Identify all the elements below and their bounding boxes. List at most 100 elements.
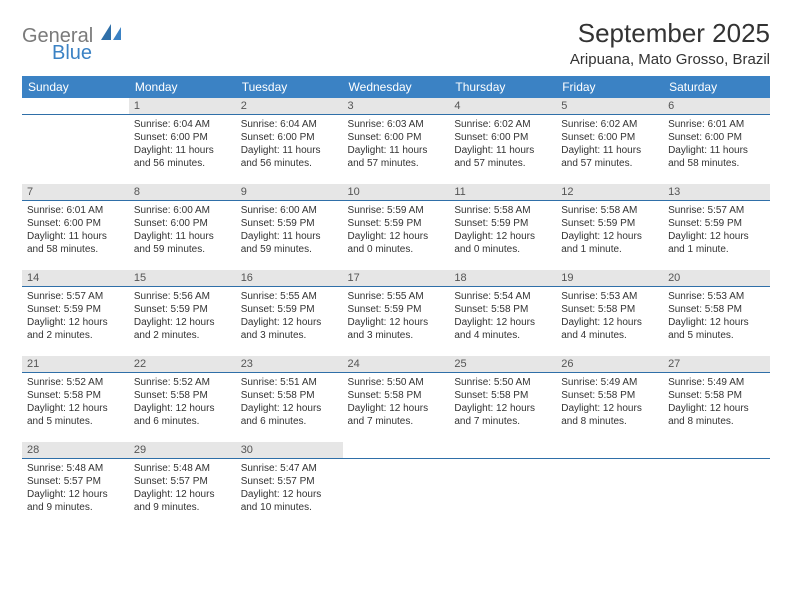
sunset-text: Sunset: 5:57 PM (134, 475, 231, 488)
cell-body: Sunrise: 5:57 AMSunset: 5:59 PMDaylight:… (663, 201, 770, 258)
day-number: 14 (22, 270, 129, 287)
day-number: 28 (22, 442, 129, 459)
sunrise-text: Sunrise: 5:57 AM (668, 204, 765, 217)
page-title: September 2025 (570, 18, 770, 49)
sunset-text: Sunset: 5:59 PM (241, 303, 338, 316)
daylight-text: Daylight: 11 hours and 57 minutes. (454, 144, 551, 170)
day-number: 21 (22, 356, 129, 373)
sunset-text: Sunset: 5:58 PM (134, 389, 231, 402)
sunset-text: Sunset: 5:58 PM (454, 303, 551, 316)
sunset-text: Sunset: 6:00 PM (27, 217, 124, 230)
sunrise-text: Sunrise: 5:54 AM (454, 290, 551, 303)
day-number: 26 (556, 356, 663, 373)
daylight-text: Daylight: 11 hours and 59 minutes. (134, 230, 231, 256)
sunset-text: Sunset: 5:58 PM (668, 303, 765, 316)
day-number: 19 (556, 270, 663, 287)
daylight-text: Daylight: 12 hours and 2 minutes. (134, 316, 231, 342)
calendar-cell: 15Sunrise: 5:56 AMSunset: 5:59 PMDayligh… (129, 270, 236, 356)
sunset-text: Sunset: 6:00 PM (454, 131, 551, 144)
daylight-text: Daylight: 12 hours and 6 minutes. (241, 402, 338, 428)
cell-body: Sunrise: 5:50 AMSunset: 5:58 PMDaylight:… (449, 373, 556, 430)
calendar-cell: 12Sunrise: 5:58 AMSunset: 5:59 PMDayligh… (556, 184, 663, 270)
day-number: 22 (129, 356, 236, 373)
sunrise-text: Sunrise: 5:50 AM (454, 376, 551, 389)
sunset-text: Sunset: 6:00 PM (134, 131, 231, 144)
cell-body: Sunrise: 6:04 AMSunset: 6:00 PMDaylight:… (236, 115, 343, 172)
sunrise-text: Sunrise: 5:47 AM (241, 462, 338, 475)
location-label: Aripuana, Mato Grosso, Brazil (570, 51, 770, 68)
cell-body: Sunrise: 6:02 AMSunset: 6:00 PMDaylight:… (556, 115, 663, 172)
cell-body: Sunrise: 5:51 AMSunset: 5:58 PMDaylight:… (236, 373, 343, 430)
sunset-text: Sunset: 5:58 PM (668, 389, 765, 402)
sunrise-text: Sunrise: 5:50 AM (348, 376, 445, 389)
sunset-text: Sunset: 5:58 PM (27, 389, 124, 402)
daylight-text: Daylight: 12 hours and 0 minutes. (348, 230, 445, 256)
daylight-text: Daylight: 12 hours and 9 minutes. (27, 488, 124, 514)
logo-blue: Blue (52, 43, 123, 63)
sunrise-text: Sunrise: 5:51 AM (241, 376, 338, 389)
day-number: 12 (556, 184, 663, 201)
logo-text: General Blue (22, 24, 123, 63)
daylight-text: Daylight: 12 hours and 7 minutes. (348, 402, 445, 428)
calendar-row: 7Sunrise: 6:01 AMSunset: 6:00 PMDaylight… (22, 184, 770, 270)
cell-body: Sunrise: 6:01 AMSunset: 6:00 PMDaylight:… (22, 201, 129, 258)
daylight-text: Daylight: 12 hours and 3 minutes. (241, 316, 338, 342)
sunrise-text: Sunrise: 6:01 AM (668, 118, 765, 131)
weekday-row: Sunday Monday Tuesday Wednesday Thursday… (22, 76, 770, 98)
calendar-cell: 10Sunrise: 5:59 AMSunset: 5:59 PMDayligh… (343, 184, 450, 270)
sunset-text: Sunset: 5:59 PM (348, 303, 445, 316)
sunrise-text: Sunrise: 5:55 AM (348, 290, 445, 303)
weekday-header: Saturday (663, 76, 770, 98)
sunset-text: Sunset: 5:58 PM (241, 389, 338, 402)
day-number: 17 (343, 270, 450, 287)
calendar-cell (449, 442, 556, 528)
cell-body: Sunrise: 5:48 AMSunset: 5:57 PMDaylight:… (129, 459, 236, 516)
calendar-cell: 28 Sunrise: 5:48 AMSunset: 5:57 PMDayligh… (22, 442, 129, 528)
sunrise-text: Sunrise: 5:48 AM (134, 462, 231, 475)
sunrise-text: Sunrise: 6:02 AM (561, 118, 658, 131)
daylight-text: Daylight: 11 hours and 56 minutes. (134, 144, 231, 170)
sunset-text: Sunset: 6:00 PM (241, 131, 338, 144)
sunset-text: Sunset: 5:58 PM (454, 389, 551, 402)
day-number: 7 (22, 184, 129, 201)
calendar-cell: 19Sunrise: 5:53 AMSunset: 5:58 PMDayligh… (556, 270, 663, 356)
sunrise-text: Sunrise: 5:48 AM (27, 462, 124, 475)
cell-body: Sunrise: 6:00 AMSunset: 6:00 PMDaylight:… (129, 201, 236, 258)
calendar-row: 28Sunrise: 5:48 AMSunset: 5:57 PMDayligh… (22, 442, 770, 528)
day-number: 8 (129, 184, 236, 201)
calendar-cell: 24Sunrise: 5:50 AMSunset: 5:58 PMDayligh… (343, 356, 450, 442)
logo-sail-icon (101, 24, 123, 46)
sunrise-text: Sunrise: 5:58 AM (561, 204, 658, 217)
calendar-cell: 13Sunrise: 5:57 AMSunset: 5:59 PMDayligh… (663, 184, 770, 270)
sunrise-text: Sunrise: 5:49 AM (561, 376, 658, 389)
sunset-text: Sunset: 5:57 PM (27, 475, 124, 488)
daylight-text: Daylight: 12 hours and 1 minute. (668, 230, 765, 256)
day-number (22, 98, 129, 115)
cell-body: Sunrise: 5:55 AMSunset: 5:59 PMDaylight:… (236, 287, 343, 344)
day-number: 18 (449, 270, 556, 287)
cell-body: Sunrise: 5:50 AMSunset: 5:58 PMDaylight:… (343, 373, 450, 430)
calendar-cell: 21Sunrise: 5:52 AMSunset: 5:58 PMDayligh… (22, 356, 129, 442)
cell-body: Sunrise: 5:53 AMSunset: 5:58 PMDaylight:… (663, 287, 770, 344)
day-number: 15 (129, 270, 236, 287)
day-number: 30 (236, 442, 343, 459)
sunrise-text: Sunrise: 6:02 AM (454, 118, 551, 131)
cell-body: Sunrise: 5:56 AMSunset: 5:59 PMDaylight:… (129, 287, 236, 344)
sunset-text: Sunset: 5:58 PM (561, 303, 658, 316)
calendar-cell: 22Sunrise: 5:52 AMSunset: 5:58 PMDayligh… (129, 356, 236, 442)
daylight-text: Daylight: 11 hours and 59 minutes. (241, 230, 338, 256)
day-number: 29 (129, 442, 236, 459)
weekday-header: Thursday (449, 76, 556, 98)
daylight-text: Daylight: 12 hours and 10 minutes. (241, 488, 338, 514)
calendar-cell: 2Sunrise: 6:04 AMSunset: 6:00 PMDaylight… (236, 98, 343, 184)
daylight-text: Daylight: 12 hours and 3 minutes. (348, 316, 445, 342)
calendar-cell (663, 442, 770, 528)
calendar-cell: 1Sunrise: 6:04 AMSunset: 6:00 PMDaylight… (129, 98, 236, 184)
sunrise-text: Sunrise: 6:04 AM (241, 118, 338, 131)
calendar-cell: 27Sunrise: 5:49 AMSunset: 5:58 PMDayligh… (663, 356, 770, 442)
cell-body: Sunrise: 5:53 AMSunset: 5:58 PMDaylight:… (556, 287, 663, 344)
day-number (663, 442, 770, 459)
calendar-cell: 26Sunrise: 5:49 AMSunset: 5:58 PMDayligh… (556, 356, 663, 442)
calendar-cell: 29Sunrise: 5:48 AMSunset: 5:57 PMDayligh… (129, 442, 236, 528)
calendar-cell: 17 Sunrise: 5:55 AMSunset: 5:59 PMDayligh… (343, 270, 450, 356)
